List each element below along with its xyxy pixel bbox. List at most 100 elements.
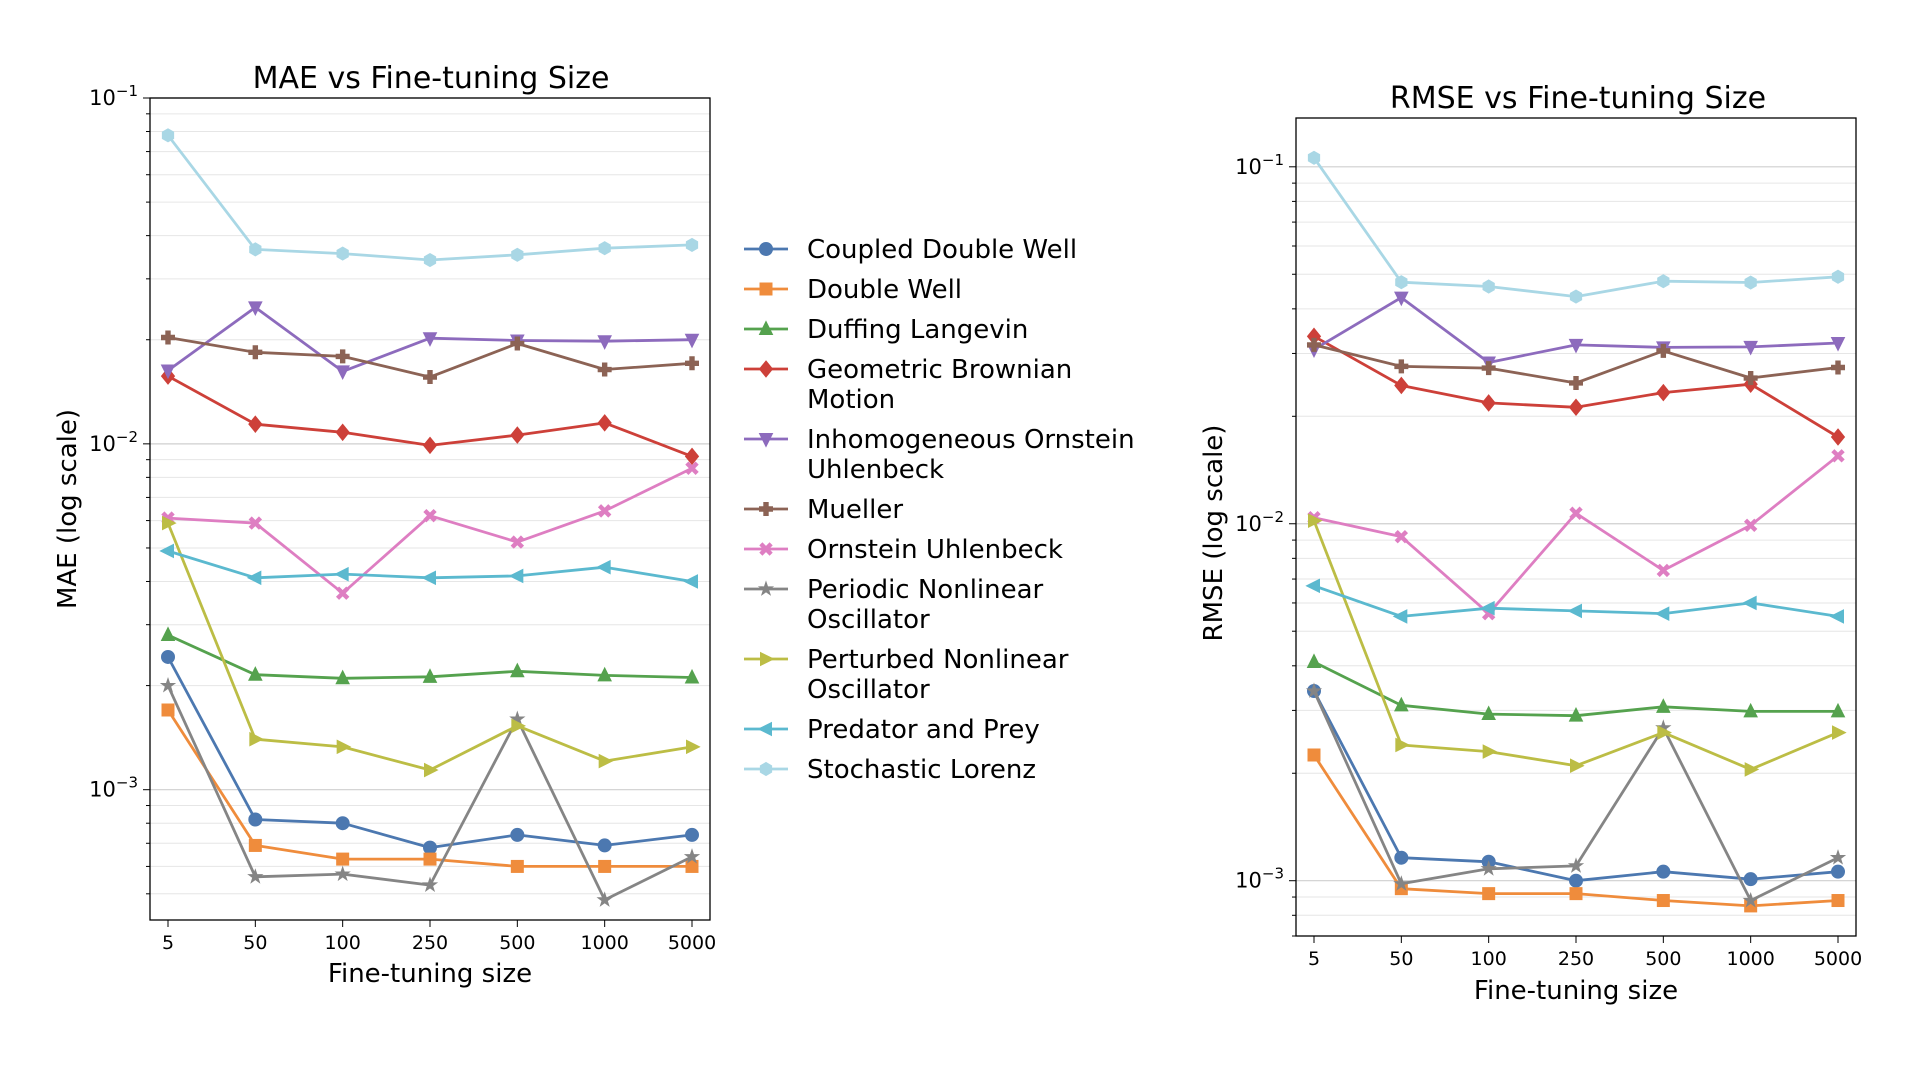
legend-label: Oscillator [807,605,930,635]
rmse-point-duffing-langevin [1481,705,1496,721]
mae-x-tick-label: 500 [499,932,535,954]
mae-point-ornstein-uhlenbeck [597,504,612,518]
mae-series-ornstein-uhlenbeck [161,461,699,600]
mae-x-axis-label: Fine-tuning size [328,959,532,989]
mae-point-ornstein-uhlenbeck [248,516,263,530]
mae-point-stochastic-lorenz [598,241,611,256]
legend-label: Oscillator [807,675,930,705]
mae-axes: 10−1 10−2 10−3 5 50 100 250 500 1000 5000 [89,82,716,954]
rmse-point-coupled-double-well [1656,864,1671,879]
mae-point-mueller [510,336,525,351]
legend-marker [759,242,773,256]
rmse-point-duffing-langevin [1568,707,1584,722]
rmse-point-inhomogeneous-ornstein-uhlenbeck [1394,291,1409,307]
rmse-series-predator-and-prey [1305,578,1844,624]
rmse-point-geometric-brownian-motion [1481,394,1496,412]
mae-point-duffing-langevin [510,662,525,678]
mae-point-mueller [597,362,612,377]
rmse-line-stochastic-lorenz [1312,156,1840,299]
mae-point-mueller [248,345,263,360]
mae-x-tick-label: 250 [412,932,448,954]
rmse-point-inhomogeneous-ornstein-uhlenbeck [1830,336,1846,352]
rmse-point-predator-and-prey [1305,578,1320,594]
mae-point-ornstein-uhlenbeck [510,535,525,549]
mae-point-periodic-nonlinear-oscillator [159,677,177,693]
mae-x-tick-label: 100 [325,932,361,954]
mae-point-inhomogeneous-ornstein-uhlenbeck [684,333,700,349]
legend-label: Perturbed Nonlinear [807,645,1069,675]
mae-point-mueller [161,330,175,345]
mae-series-periodic-nonlinear-oscillator [159,677,701,907]
mae-point-predator-and-prey [683,574,698,589]
rmse-point-perturbed-nonlinear-oscillator [1657,725,1672,740]
rmse-point-predator-and-prey [1567,603,1582,619]
mae-point-duffing-langevin [684,668,700,684]
mae-chart: MAE vs Fine-tuning Size 10−110−210−35 50 1… [53,61,716,989]
rmse-point-predator-and-prey [1392,609,1408,624]
rmse-x-tick-label: 100 [1471,948,1507,970]
rmse-series-perturbed-nonlinear-oscillator [1308,513,1847,777]
legend-marker [758,360,774,378]
legend-label: Inhomogeneous Ornstein [807,425,1135,455]
rmse-point-geometric-brownian-motion [1830,428,1846,446]
legend-marker [759,502,773,516]
rmse-chart: RMSE vs Fine-tuning Size 10−1 10−2 10−3 5 50… [1199,81,1862,1006]
mae-point-coupled-double-well [248,812,263,827]
rmse-point-periodic-nonlinear-oscillator [1480,860,1497,876]
mae-point-stochastic-lorenz [685,237,699,252]
legend-entry-duffing-langevin: Duffing Langevin [744,315,1028,345]
rmse-point-duffing-langevin [1656,698,1671,713]
rmse-point-stochastic-lorenz [1482,279,1495,294]
mae-point-perturbed-nonlinear-oscillator [598,753,614,769]
rmse-line-ornstein-uhlenbeck [1312,454,1840,615]
mae-point-double-well [510,859,524,873]
rmse-point-mueller [1656,343,1671,358]
mae-y-tick-label: 10−2 [89,428,138,456]
mae-point-perturbed-nonlinear-oscillator [162,515,177,531]
mae-point-coupled-double-well [685,827,699,842]
mae-point-predator-and-prey [421,570,436,586]
rmse-point-perturbed-nonlinear-oscillator [1395,737,1410,753]
rmse-point-stochastic-lorenz [1744,275,1757,290]
legend-entry-stochastic-lorenz: Stochastic Lorenz [744,755,1036,785]
rmse-series-stochastic-lorenz [1307,150,1845,304]
mae-point-inhomogeneous-ornstein-uhlenbeck [335,365,350,381]
mae-point-ornstein-uhlenbeck [685,461,699,475]
mae-x-tick-label: 50 [243,932,267,954]
mae-x-tick-label: 5 [162,932,174,954]
mae-point-perturbed-nonlinear-oscillator [686,739,701,755]
mae-point-stochastic-lorenz [511,247,524,262]
mae-point-coupled-double-well [510,827,525,842]
rmse-point-double-well [1482,887,1496,901]
rmse-point-periodic-nonlinear-oscillator [1393,875,1410,891]
mae-point-periodic-nonlinear-oscillator [247,868,264,884]
mae-point-double-well [248,838,262,852]
legend-label: Predator and Prey [807,715,1040,745]
rmse-point-predator-and-prey [1829,609,1844,624]
legend-marker [757,580,775,596]
mae-series-stochastic-lorenz [161,128,699,268]
rmse-plot-frame [1295,117,1857,937]
rmse-point-mueller [1307,337,1321,352]
mae-y-tick-label: 10−1 [89,82,138,110]
rmse-point-predator-and-prey [1654,606,1670,621]
legend-marker [759,761,773,777]
mae-series-group [159,128,701,907]
mae-point-perturbed-nonlinear-oscillator [424,762,439,778]
rmse-point-double-well [1656,894,1670,908]
mae-point-double-well [161,703,175,717]
legend-label: Stochastic Lorenz [807,755,1036,785]
mae-point-geometric-brownian-motion [597,414,612,432]
mae-point-coupled-double-well [597,838,612,853]
mae-point-coupled-double-well [423,840,437,855]
rmse-axes: 10−1 10−2 10−3 5 50 100 250 500 1000 5000 [1235,151,1862,970]
mae-point-geometric-brownian-motion [248,415,263,433]
legend-label: Motion [807,385,895,415]
rmse-point-ornstein-uhlenbeck [1569,506,1583,520]
legend-marker [759,542,773,556]
mae-point-perturbed-nonlinear-oscillator [336,739,352,755]
mae-point-predator-and-prey [508,568,524,584]
rmse-point-coupled-double-well [1569,873,1583,888]
rmse-series-periodic-nonlinear-oscillator [1305,682,1847,908]
